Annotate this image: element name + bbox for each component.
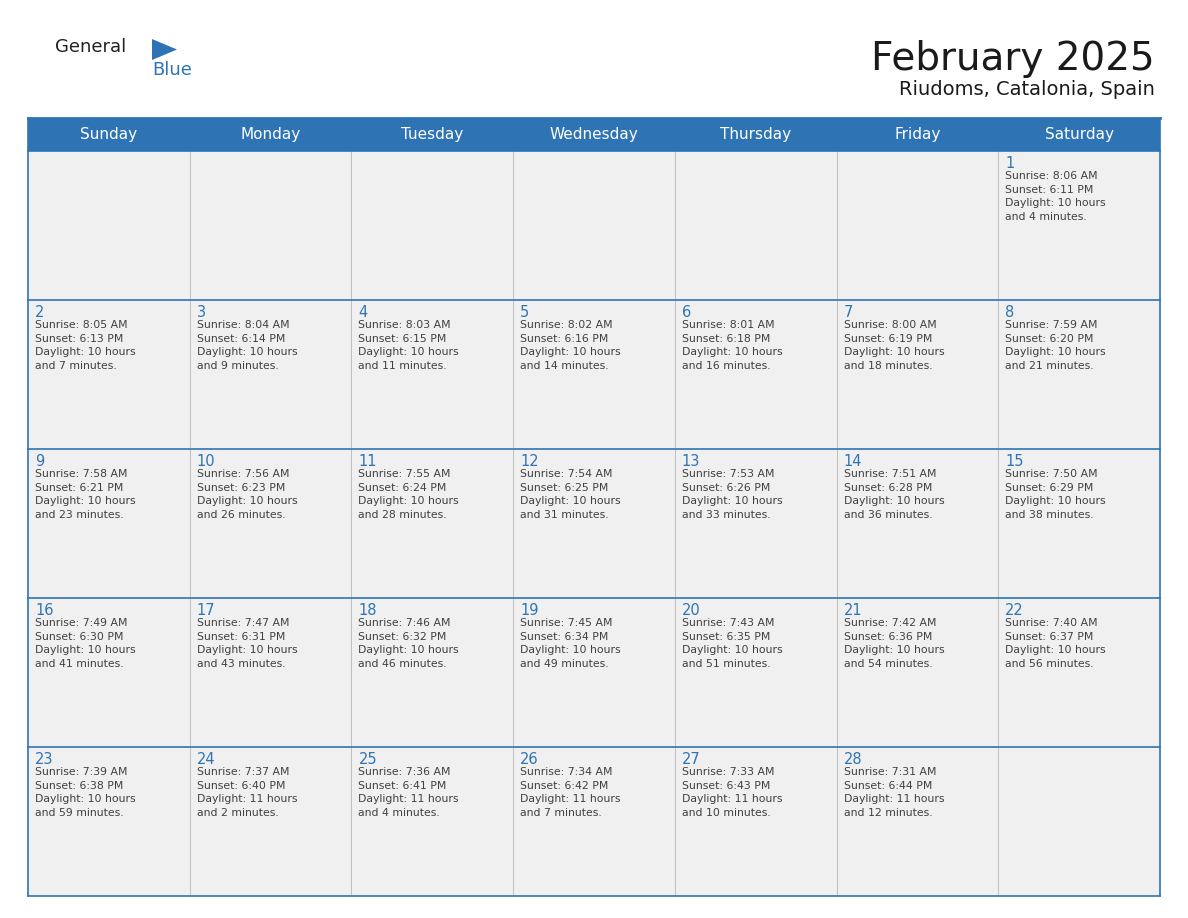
Text: Sunrise: 8:03 AM
Sunset: 6:15 PM
Daylight: 10 hours
and 11 minutes.: Sunrise: 8:03 AM Sunset: 6:15 PM Dayligh… xyxy=(359,320,459,371)
Text: General: General xyxy=(55,38,126,56)
Text: Blue: Blue xyxy=(152,61,192,79)
Text: Sunrise: 7:40 AM
Sunset: 6:37 PM
Daylight: 10 hours
and 56 minutes.: Sunrise: 7:40 AM Sunset: 6:37 PM Dayligh… xyxy=(1005,618,1106,669)
Text: Sunrise: 8:04 AM
Sunset: 6:14 PM
Daylight: 10 hours
and 9 minutes.: Sunrise: 8:04 AM Sunset: 6:14 PM Dayligh… xyxy=(197,320,297,371)
Text: 13: 13 xyxy=(682,454,700,469)
Text: 28: 28 xyxy=(843,752,862,767)
Text: Riudoms, Catalonia, Spain: Riudoms, Catalonia, Spain xyxy=(899,80,1155,99)
Text: 11: 11 xyxy=(359,454,377,469)
Text: Sunrise: 7:36 AM
Sunset: 6:41 PM
Daylight: 11 hours
and 4 minutes.: Sunrise: 7:36 AM Sunset: 6:41 PM Dayligh… xyxy=(359,767,459,818)
Text: 3: 3 xyxy=(197,305,206,320)
Text: Sunrise: 8:02 AM
Sunset: 6:16 PM
Daylight: 10 hours
and 14 minutes.: Sunrise: 8:02 AM Sunset: 6:16 PM Dayligh… xyxy=(520,320,621,371)
Text: 24: 24 xyxy=(197,752,215,767)
Text: 14: 14 xyxy=(843,454,862,469)
Text: 21: 21 xyxy=(843,603,862,618)
Text: Sunrise: 8:05 AM
Sunset: 6:13 PM
Daylight: 10 hours
and 7 minutes.: Sunrise: 8:05 AM Sunset: 6:13 PM Dayligh… xyxy=(34,320,135,371)
Text: Sunrise: 7:39 AM
Sunset: 6:38 PM
Daylight: 10 hours
and 59 minutes.: Sunrise: 7:39 AM Sunset: 6:38 PM Dayligh… xyxy=(34,767,135,818)
Text: 25: 25 xyxy=(359,752,377,767)
Bar xyxy=(29,449,1159,598)
Text: 6: 6 xyxy=(682,305,691,320)
Text: 20: 20 xyxy=(682,603,701,618)
Text: Sunrise: 7:51 AM
Sunset: 6:28 PM
Daylight: 10 hours
and 36 minutes.: Sunrise: 7:51 AM Sunset: 6:28 PM Dayligh… xyxy=(843,469,944,520)
Text: 10: 10 xyxy=(197,454,215,469)
Text: 17: 17 xyxy=(197,603,215,618)
Text: Sunrise: 7:56 AM
Sunset: 6:23 PM
Daylight: 10 hours
and 26 minutes.: Sunrise: 7:56 AM Sunset: 6:23 PM Dayligh… xyxy=(197,469,297,520)
Text: Sunrise: 7:31 AM
Sunset: 6:44 PM
Daylight: 11 hours
and 12 minutes.: Sunrise: 7:31 AM Sunset: 6:44 PM Dayligh… xyxy=(843,767,944,818)
Text: Sunrise: 7:42 AM
Sunset: 6:36 PM
Daylight: 10 hours
and 54 minutes.: Sunrise: 7:42 AM Sunset: 6:36 PM Dayligh… xyxy=(843,618,944,669)
Text: 23: 23 xyxy=(34,752,53,767)
Text: 9: 9 xyxy=(34,454,44,469)
Text: Sunrise: 8:00 AM
Sunset: 6:19 PM
Daylight: 10 hours
and 18 minutes.: Sunrise: 8:00 AM Sunset: 6:19 PM Dayligh… xyxy=(843,320,944,371)
Text: Sunrise: 7:33 AM
Sunset: 6:43 PM
Daylight: 11 hours
and 10 minutes.: Sunrise: 7:33 AM Sunset: 6:43 PM Dayligh… xyxy=(682,767,783,818)
Text: Monday: Monday xyxy=(240,127,301,142)
Text: Sunrise: 7:58 AM
Sunset: 6:21 PM
Daylight: 10 hours
and 23 minutes.: Sunrise: 7:58 AM Sunset: 6:21 PM Dayligh… xyxy=(34,469,135,520)
Bar xyxy=(29,151,1159,300)
Bar xyxy=(29,747,1159,896)
Text: 19: 19 xyxy=(520,603,538,618)
Text: Sunrise: 7:34 AM
Sunset: 6:42 PM
Daylight: 11 hours
and 7 minutes.: Sunrise: 7:34 AM Sunset: 6:42 PM Dayligh… xyxy=(520,767,620,818)
Text: 12: 12 xyxy=(520,454,539,469)
Text: Sunday: Sunday xyxy=(81,127,138,142)
Text: Wednesday: Wednesday xyxy=(550,127,638,142)
Text: Sunrise: 7:45 AM
Sunset: 6:34 PM
Daylight: 10 hours
and 49 minutes.: Sunrise: 7:45 AM Sunset: 6:34 PM Dayligh… xyxy=(520,618,621,669)
Text: Tuesday: Tuesday xyxy=(402,127,463,142)
Text: Sunrise: 8:06 AM
Sunset: 6:11 PM
Daylight: 10 hours
and 4 minutes.: Sunrise: 8:06 AM Sunset: 6:11 PM Dayligh… xyxy=(1005,171,1106,222)
Text: Thursday: Thursday xyxy=(720,127,791,142)
Text: Sunrise: 7:55 AM
Sunset: 6:24 PM
Daylight: 10 hours
and 28 minutes.: Sunrise: 7:55 AM Sunset: 6:24 PM Dayligh… xyxy=(359,469,459,520)
Text: 15: 15 xyxy=(1005,454,1024,469)
Text: Sunrise: 7:53 AM
Sunset: 6:26 PM
Daylight: 10 hours
and 33 minutes.: Sunrise: 7:53 AM Sunset: 6:26 PM Dayligh… xyxy=(682,469,783,520)
Text: Sunrise: 7:59 AM
Sunset: 6:20 PM
Daylight: 10 hours
and 21 minutes.: Sunrise: 7:59 AM Sunset: 6:20 PM Dayligh… xyxy=(1005,320,1106,371)
Bar xyxy=(29,300,1159,449)
Text: Saturday: Saturday xyxy=(1044,127,1113,142)
Text: Sunrise: 8:01 AM
Sunset: 6:18 PM
Daylight: 10 hours
and 16 minutes.: Sunrise: 8:01 AM Sunset: 6:18 PM Dayligh… xyxy=(682,320,783,371)
Bar xyxy=(29,118,1159,151)
Text: Sunrise: 7:37 AM
Sunset: 6:40 PM
Daylight: 11 hours
and 2 minutes.: Sunrise: 7:37 AM Sunset: 6:40 PM Dayligh… xyxy=(197,767,297,818)
Text: 1: 1 xyxy=(1005,156,1015,171)
Text: February 2025: February 2025 xyxy=(871,40,1155,78)
Text: 5: 5 xyxy=(520,305,530,320)
Text: Sunrise: 7:47 AM
Sunset: 6:31 PM
Daylight: 10 hours
and 43 minutes.: Sunrise: 7:47 AM Sunset: 6:31 PM Dayligh… xyxy=(197,618,297,669)
Text: 26: 26 xyxy=(520,752,539,767)
Text: Sunrise: 7:54 AM
Sunset: 6:25 PM
Daylight: 10 hours
and 31 minutes.: Sunrise: 7:54 AM Sunset: 6:25 PM Dayligh… xyxy=(520,469,621,520)
Text: 16: 16 xyxy=(34,603,53,618)
Text: 8: 8 xyxy=(1005,305,1015,320)
Text: Sunrise: 7:46 AM
Sunset: 6:32 PM
Daylight: 10 hours
and 46 minutes.: Sunrise: 7:46 AM Sunset: 6:32 PM Dayligh… xyxy=(359,618,459,669)
Text: 27: 27 xyxy=(682,752,701,767)
Text: Sunrise: 7:49 AM
Sunset: 6:30 PM
Daylight: 10 hours
and 41 minutes.: Sunrise: 7:49 AM Sunset: 6:30 PM Dayligh… xyxy=(34,618,135,669)
Text: 18: 18 xyxy=(359,603,377,618)
Polygon shape xyxy=(152,39,177,60)
Text: 22: 22 xyxy=(1005,603,1024,618)
Text: 4: 4 xyxy=(359,305,367,320)
Text: 2: 2 xyxy=(34,305,44,320)
Text: 7: 7 xyxy=(843,305,853,320)
Bar xyxy=(29,598,1159,747)
Text: Sunrise: 7:50 AM
Sunset: 6:29 PM
Daylight: 10 hours
and 38 minutes.: Sunrise: 7:50 AM Sunset: 6:29 PM Dayligh… xyxy=(1005,469,1106,520)
Text: Sunrise: 7:43 AM
Sunset: 6:35 PM
Daylight: 10 hours
and 51 minutes.: Sunrise: 7:43 AM Sunset: 6:35 PM Dayligh… xyxy=(682,618,783,669)
Text: Friday: Friday xyxy=(895,127,941,142)
